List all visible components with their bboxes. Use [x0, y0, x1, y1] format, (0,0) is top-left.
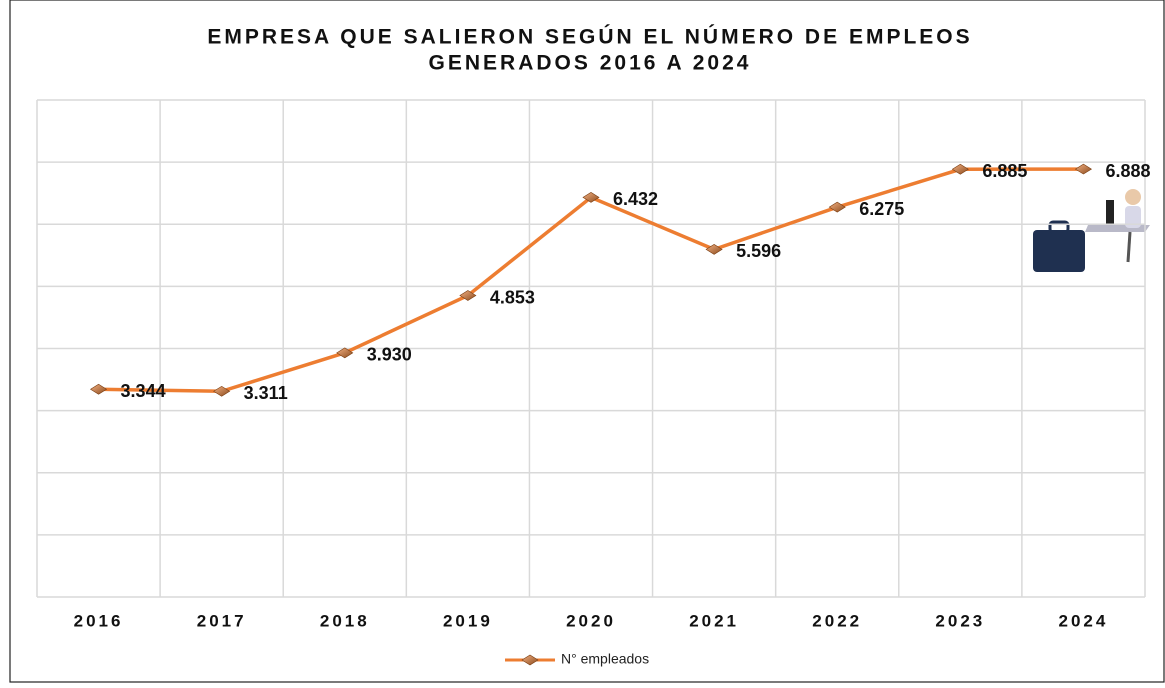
- data-label: 3.311: [244, 383, 288, 403]
- data-label: 6.888: [1105, 161, 1150, 181]
- data-label: 3.930: [367, 345, 412, 365]
- chart-title: GENERADOS 2016 A 2024: [429, 52, 752, 75]
- data-label: 6.885: [982, 161, 1027, 181]
- x-tick-label: 2024: [1059, 611, 1109, 630]
- x-tick-label: 2022: [812, 611, 862, 630]
- x-tick-label: 2023: [935, 611, 985, 630]
- chart: EMPRESA QUE SALIERON SEGÚN EL NÚMERO DE …: [0, 0, 1165, 683]
- x-tick-label: 2021: [689, 611, 739, 630]
- legend-label: N° empleados: [561, 651, 649, 667]
- x-tick-label: 2019: [443, 611, 493, 630]
- x-tick-label: 2017: [197, 611, 247, 630]
- data-label: 3.344: [121, 381, 166, 401]
- legend-marker: [522, 655, 538, 665]
- data-label: 6.275: [859, 199, 904, 219]
- marker: [91, 384, 107, 394]
- x-tick-label: 2018: [320, 611, 370, 630]
- data-label: 5.596: [736, 241, 781, 261]
- data-label: 4.853: [490, 287, 535, 307]
- page: EMPRESA QUE SALIERON SEGÚN EL NÚMERO DE …: [0, 0, 1165, 688]
- chart-border: [10, 0, 1164, 682]
- chart-title: EMPRESA QUE SALIERON SEGÚN EL NÚMERO DE …: [207, 25, 972, 49]
- marker: [1075, 164, 1091, 174]
- x-tick-label: 2016: [74, 611, 124, 630]
- x-tick-label: 2020: [566, 611, 616, 630]
- office-icon: [1033, 189, 1150, 272]
- data-label: 6.432: [613, 189, 658, 209]
